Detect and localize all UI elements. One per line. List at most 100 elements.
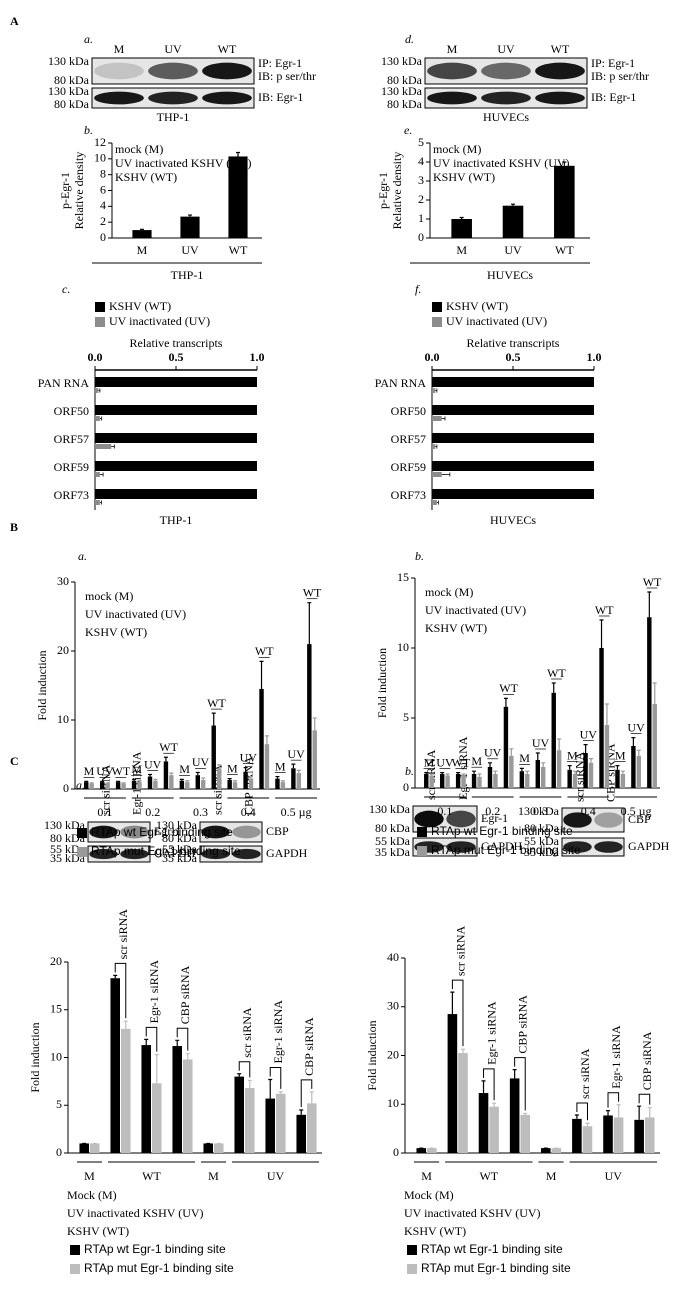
bracket — [576, 1102, 588, 1121]
row-label: GAPDH — [154, 846, 196, 860]
x-tick-label: WT — [499, 681, 518, 695]
error-bar — [268, 1078, 273, 1099]
error-bar — [493, 770, 498, 774]
error-bar — [535, 752, 540, 760]
blot-band — [94, 91, 144, 105]
error-bar — [573, 770, 578, 774]
row-label: GAPDH — [628, 839, 670, 853]
x-tick-label: M — [456, 243, 467, 257]
x-tick-label: WT — [555, 243, 574, 257]
y-tick-label: ORF50 — [391, 404, 426, 418]
note: Mock (M) — [404, 1188, 454, 1202]
legend-label: RTAp mut Egr-1 binding site — [431, 843, 581, 857]
blot-band — [89, 825, 118, 839]
error-bar — [436, 500, 439, 505]
bar — [503, 706, 509, 788]
error-bar — [519, 767, 524, 772]
y-tick-label: 10 — [94, 151, 106, 165]
blot-band — [120, 848, 149, 860]
bar — [520, 1114, 531, 1153]
group-label: WT — [142, 1169, 161, 1183]
y-axis-label: Relative density — [72, 152, 86, 230]
bar — [432, 433, 594, 443]
group-label: 0.1 — [97, 805, 112, 819]
error-bar — [137, 780, 142, 783]
bar — [245, 1088, 255, 1153]
x-tick-label: WT — [595, 603, 614, 617]
x-tick-label: UV — [504, 243, 522, 257]
bar — [604, 725, 610, 788]
bar — [211, 725, 216, 789]
kda-marker: 55 kDa — [375, 834, 411, 848]
bar — [110, 978, 120, 1153]
y-tick-label: 0 — [418, 230, 424, 244]
bar — [620, 774, 626, 788]
row-label: Egr-1 — [154, 824, 181, 838]
kda-marker: 130 kDa — [156, 818, 198, 832]
blot-band — [94, 62, 144, 80]
legend-swatch — [432, 317, 442, 327]
y-tick-label: 15 — [397, 570, 409, 584]
blot-caption: HUVECs — [483, 110, 529, 124]
bar — [95, 472, 100, 477]
error-bar — [583, 744, 588, 753]
error-bar — [599, 619, 604, 648]
error-bar — [211, 712, 216, 726]
y-tick-label: 5 — [403, 710, 409, 724]
bar — [243, 771, 248, 789]
error-bar — [620, 770, 625, 774]
row-label: Egr-1 — [481, 811, 508, 825]
error-bar — [100, 780, 105, 783]
group-label: UV — [605, 1169, 623, 1183]
row-label: IP: Egr-1 — [591, 56, 635, 70]
error-bar — [487, 762, 492, 767]
y-axis-label: Fold induction — [28, 1022, 42, 1092]
x-tick-label: UV — [436, 755, 454, 769]
x-tick-label: M — [567, 748, 578, 762]
row-label: CBP — [266, 824, 289, 838]
error-bar — [111, 444, 115, 449]
error-bar — [509, 748, 514, 756]
panel-label: a. — [84, 32, 93, 46]
blot-band — [446, 841, 476, 853]
y-axis-label: Fold induction — [35, 650, 49, 720]
bar — [259, 688, 264, 789]
y-tick-label: ORF73 — [391, 488, 426, 502]
kda-marker: 80 kDa — [54, 97, 90, 111]
error-bar — [435, 388, 438, 393]
x-tick-label: CBP siRNA — [302, 1017, 316, 1076]
bar — [647, 617, 652, 788]
group-label: 0.2 — [485, 804, 500, 818]
group-label: M — [546, 1169, 557, 1183]
note: UV inactivated KSHV (UV) — [433, 156, 570, 170]
bar — [540, 1148, 551, 1153]
kda-marker: 55 kDa — [50, 842, 86, 856]
blot-band — [535, 91, 585, 105]
y-tick-label: 0 — [393, 1145, 399, 1159]
bar — [185, 782, 190, 789]
error-bar — [477, 773, 482, 777]
x-tick-label: M — [615, 748, 626, 762]
y-tick-label: 10 — [397, 640, 409, 654]
kda-marker: 55 kDa — [524, 834, 560, 848]
error-bar — [562, 161, 567, 166]
bracket — [451, 979, 464, 1047]
y-tick-label: 5 — [56, 1097, 62, 1111]
group-label: UV — [267, 1169, 285, 1183]
kda-marker: 55 kDa — [162, 842, 198, 856]
bar — [201, 780, 206, 789]
note: KSHV (WT) — [115, 170, 177, 184]
panel-label: b. — [415, 549, 424, 563]
lane-label: CBP siRNA — [241, 756, 255, 815]
bar — [509, 1078, 520, 1153]
y-tick-label: ORF57 — [54, 432, 89, 446]
legend-label: UV inactivated (UV) — [446, 314, 547, 328]
blot-band — [563, 841, 592, 853]
bar — [95, 405, 257, 415]
bar — [429, 775, 434, 788]
note: UV inactivated (UV) — [85, 607, 186, 621]
x-tick-label: WT — [547, 666, 566, 680]
error-bar — [132, 778, 137, 781]
legend-swatch — [417, 846, 427, 856]
